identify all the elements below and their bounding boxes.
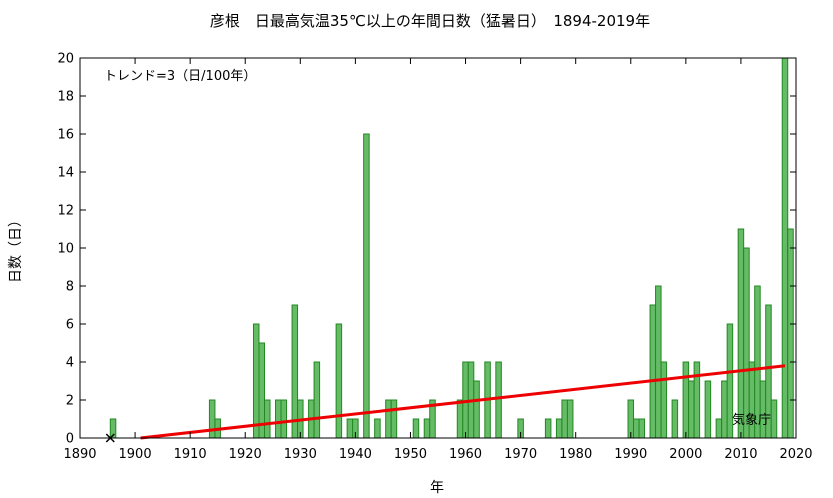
bar-2016 [770, 399, 778, 439]
bar-1979 [566, 399, 574, 439]
x-tick-label: 1980 [559, 447, 592, 462]
bar-2007 [721, 380, 728, 439]
bar-1991 [633, 418, 640, 439]
credit-label: 気象庁 [732, 412, 771, 428]
bar-1939 [346, 418, 354, 439]
bar-2002 [693, 361, 701, 439]
x-tick-label: 1890 [63, 447, 96, 462]
bar-1998 [671, 399, 679, 439]
y-tick-label: 14 [57, 166, 74, 181]
y-tick-label: 16 [57, 128, 74, 143]
bar-1953 [423, 418, 431, 439]
x-tick-label: 1900 [119, 447, 152, 462]
bar-1926 [275, 399, 282, 439]
bar-1944 [374, 418, 381, 439]
bar-1994 [649, 304, 657, 439]
x-tick-label: 2010 [724, 447, 757, 462]
x-tick-label: 1910 [174, 447, 207, 462]
bar-1975 [544, 418, 552, 439]
y-tick-label: 12 [57, 204, 74, 219]
trend-group [140, 364, 786, 440]
y-axis-label: 日数（日） [8, 213, 24, 283]
bar-1996 [660, 361, 668, 439]
x-tick-label: 2000 [669, 447, 702, 462]
bar-2004 [704, 380, 712, 439]
bar-1929 [291, 304, 299, 439]
bar-1977 [555, 418, 563, 439]
bar-2000 [682, 361, 690, 439]
x-tick-label: 1940 [339, 447, 372, 462]
bar-2014 [759, 380, 767, 439]
bar-1937 [335, 323, 343, 439]
bar-1914 [208, 399, 216, 439]
trend-annotation: トレンド=3（日/100年） [104, 69, 256, 84]
x-tick-label: 1970 [504, 447, 537, 462]
y-tick-label: 10 [57, 242, 74, 257]
bar-2018 [781, 57, 789, 439]
y-tick-label: 6 [66, 318, 74, 333]
x-tick-label: 1930 [284, 447, 317, 462]
x-tick-label: 2020 [779, 447, 812, 462]
bar-1927 [280, 399, 288, 439]
bar-1924 [264, 399, 271, 439]
bar-2019 [787, 228, 794, 439]
y-tick-label: 20 [57, 52, 74, 67]
bar-1946 [385, 399, 392, 439]
bar-1942 [363, 133, 370, 439]
bar-1962 [473, 380, 480, 439]
y-tick-label: 0 [66, 432, 74, 447]
bar-1995 [655, 285, 662, 439]
bar-2006 [715, 418, 723, 439]
y-tick-label: 18 [57, 90, 74, 105]
bar-1978 [561, 399, 568, 439]
x-axis-label: 年 [430, 480, 444, 496]
x-tick-label: 1920 [229, 447, 262, 462]
x-tick-label: 1990 [614, 447, 647, 462]
bar-1947 [390, 399, 398, 439]
y-ticks-group: 0 2 4 6 8 10 12 14 16 18 20 [57, 52, 796, 447]
bar-1966 [495, 361, 502, 439]
bar-1959 [456, 399, 464, 439]
bar-2010 [737, 228, 745, 439]
bar-1922 [252, 323, 260, 439]
y-tick-label: 4 [66, 356, 74, 371]
bar-2001 [688, 380, 695, 439]
trend-line [140, 364, 786, 440]
bar-2011 [743, 247, 750, 439]
chart-title: 彦根 日最高気温35℃以上の年間日数（猛暑日） 1894-2019年 [210, 12, 650, 30]
x-tick-label: 1960 [449, 447, 482, 462]
x-tick-label: 1950 [394, 447, 427, 462]
x-ticks-group: 1890 1900 1910 1920 1930 1940 1950 1960 1970 1980… [63, 58, 813, 462]
y-tick-label: 8 [66, 280, 74, 295]
bars-group [109, 57, 794, 439]
bar-1933 [313, 361, 321, 439]
bar-1992 [638, 418, 646, 439]
y-tick-label: 2 [66, 394, 74, 409]
bar-1951 [412, 418, 420, 439]
